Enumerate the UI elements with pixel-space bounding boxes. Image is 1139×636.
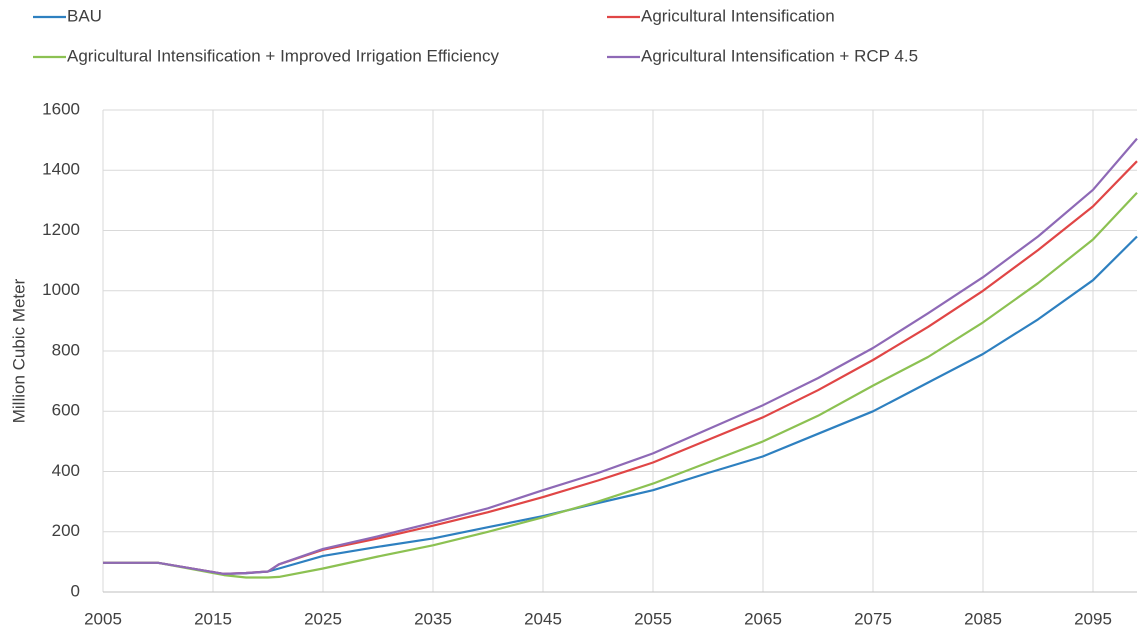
legend-label: Agricultural Intensification + Improved … (67, 46, 499, 65)
x-tick-label: 2045 (524, 609, 562, 628)
legend-label: Agricultural Intensification (641, 6, 835, 25)
x-tick-label: 2025 (304, 609, 342, 628)
y-tick-label: 600 (52, 401, 80, 420)
y-tick-label: 400 (52, 461, 80, 480)
y-tick-label: 1400 (42, 160, 80, 179)
y-tick-label: 1200 (42, 220, 80, 239)
y-tick-label: 800 (52, 340, 80, 359)
series-line (103, 160, 1138, 575)
series-line (103, 192, 1138, 579)
y-axis-label: Million Cubic Meter (9, 278, 28, 423)
y-tick-label: 1600 (42, 99, 80, 118)
x-tick-label: 2095 (1074, 609, 1112, 628)
series-line (103, 137, 1138, 575)
legend-label: BAU (67, 6, 102, 25)
x-tick-label: 2075 (854, 609, 892, 628)
x-tick-label: 2055 (634, 609, 672, 628)
legend-label: Agricultural Intensification + RCP 4.5 (641, 46, 918, 65)
series-line (103, 235, 1138, 575)
x-tick-label: 2065 (744, 609, 782, 628)
x-tick-label: 2015 (194, 609, 232, 628)
y-tick-label: 200 (52, 521, 80, 540)
x-tick-label: 2035 (414, 609, 452, 628)
y-tick-label: 1000 (42, 280, 80, 299)
x-tick-label: 2085 (964, 609, 1002, 628)
y-tick-label: 0 (71, 581, 80, 600)
x-tick-label: 2005 (84, 609, 122, 628)
